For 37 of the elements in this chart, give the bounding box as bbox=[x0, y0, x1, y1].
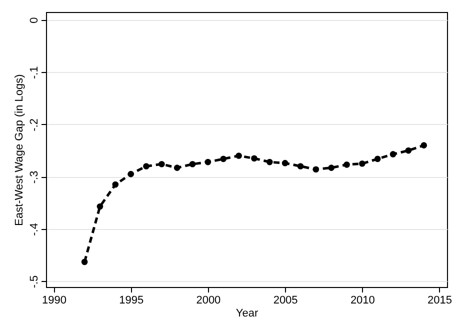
point bbox=[143, 163, 150, 170]
y-tick-label: -.5 bbox=[28, 275, 40, 288]
point bbox=[282, 160, 288, 166]
point bbox=[174, 164, 180, 171]
point bbox=[328, 164, 334, 171]
point bbox=[96, 203, 104, 210]
point bbox=[297, 163, 304, 170]
x-tick-label: 2015 bbox=[428, 294, 452, 306]
y-tick-label: -.3 bbox=[28, 170, 40, 184]
x-axis-title: Year bbox=[236, 308, 258, 320]
point bbox=[189, 160, 196, 168]
point bbox=[204, 158, 212, 166]
x-tick-label: 1995 bbox=[119, 294, 144, 306]
point bbox=[158, 160, 165, 168]
x-tick-label: 2010 bbox=[350, 294, 375, 306]
x-tick-label: 1990 bbox=[42, 294, 66, 306]
point bbox=[81, 258, 88, 266]
y-tick-label: -.1 bbox=[28, 66, 40, 80]
point bbox=[374, 156, 381, 162]
point bbox=[251, 155, 258, 162]
point bbox=[405, 147, 412, 154]
point bbox=[390, 151, 396, 158]
point bbox=[344, 162, 350, 168]
point bbox=[112, 181, 119, 188]
y-tick-label: 0 bbox=[28, 17, 40, 24]
point bbox=[236, 152, 242, 159]
point bbox=[420, 142, 428, 148]
x-tick-label: 2000 bbox=[196, 294, 221, 306]
x-tick-label: 2005 bbox=[273, 294, 298, 306]
point bbox=[359, 160, 366, 167]
point bbox=[220, 156, 227, 162]
y-tick-label: -.4 bbox=[28, 223, 40, 236]
y-axis-title: East-West Wage Gap (in Logs) bbox=[14, 74, 26, 226]
point bbox=[266, 158, 273, 166]
point bbox=[128, 170, 134, 178]
point bbox=[312, 166, 320, 173]
y-tick-label: -.2 bbox=[28, 118, 40, 132]
